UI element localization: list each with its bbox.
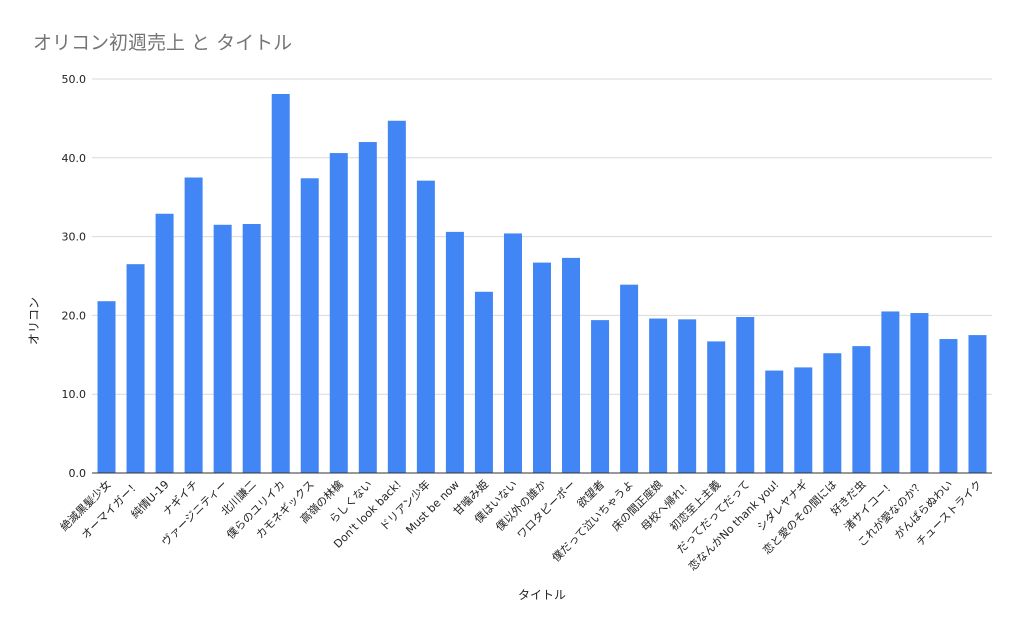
bars xyxy=(97,93,987,474)
y-tick-labels: 0.0 10.0 20.0 30.0 40.0 50.0 xyxy=(62,73,87,480)
bar xyxy=(271,93,290,474)
bar xyxy=(184,177,203,473)
chart-title: オリコン初週売上 と タイトル xyxy=(33,32,293,54)
bar xyxy=(329,153,348,473)
bar xyxy=(503,233,522,473)
bar xyxy=(155,213,174,474)
y-tick-label: 30.0 xyxy=(62,231,87,244)
bar xyxy=(939,339,958,473)
bar xyxy=(387,120,406,473)
bar xyxy=(242,223,261,473)
bar xyxy=(649,318,668,473)
bar xyxy=(823,353,842,473)
bar xyxy=(678,319,697,473)
bar xyxy=(358,142,377,474)
bar xyxy=(97,301,116,473)
y-tick-label: 40.0 xyxy=(62,152,87,165)
bar xyxy=(765,370,784,473)
y-tick-label: 10.0 xyxy=(62,388,87,401)
bar xyxy=(591,320,610,473)
bar xyxy=(533,262,551,473)
y-axis-title: オリコン xyxy=(27,297,41,345)
bar xyxy=(736,316,755,473)
bar xyxy=(562,257,581,473)
y-tick-label: 20.0 xyxy=(62,309,87,322)
y-tick-label: 0.0 xyxy=(69,467,87,480)
bar xyxy=(620,284,639,473)
bar xyxy=(445,231,464,473)
x-tick-labels: 絶滅黒髪少女オーマイガー！純情U-19ナギイチヴァージニティー北川謙二僕らのユリ… xyxy=(57,477,985,573)
y-tick-label: 50.0 xyxy=(62,73,87,86)
bar xyxy=(794,367,813,473)
bar xyxy=(126,264,145,473)
bar xyxy=(707,341,726,473)
bar xyxy=(968,335,987,473)
x-axis-title: タイトル xyxy=(518,588,566,602)
bar xyxy=(910,313,929,473)
bar xyxy=(213,224,232,473)
bar xyxy=(852,346,871,473)
bar xyxy=(881,311,900,473)
bar xyxy=(474,291,493,473)
bar xyxy=(300,178,319,473)
bar xyxy=(416,180,435,474)
